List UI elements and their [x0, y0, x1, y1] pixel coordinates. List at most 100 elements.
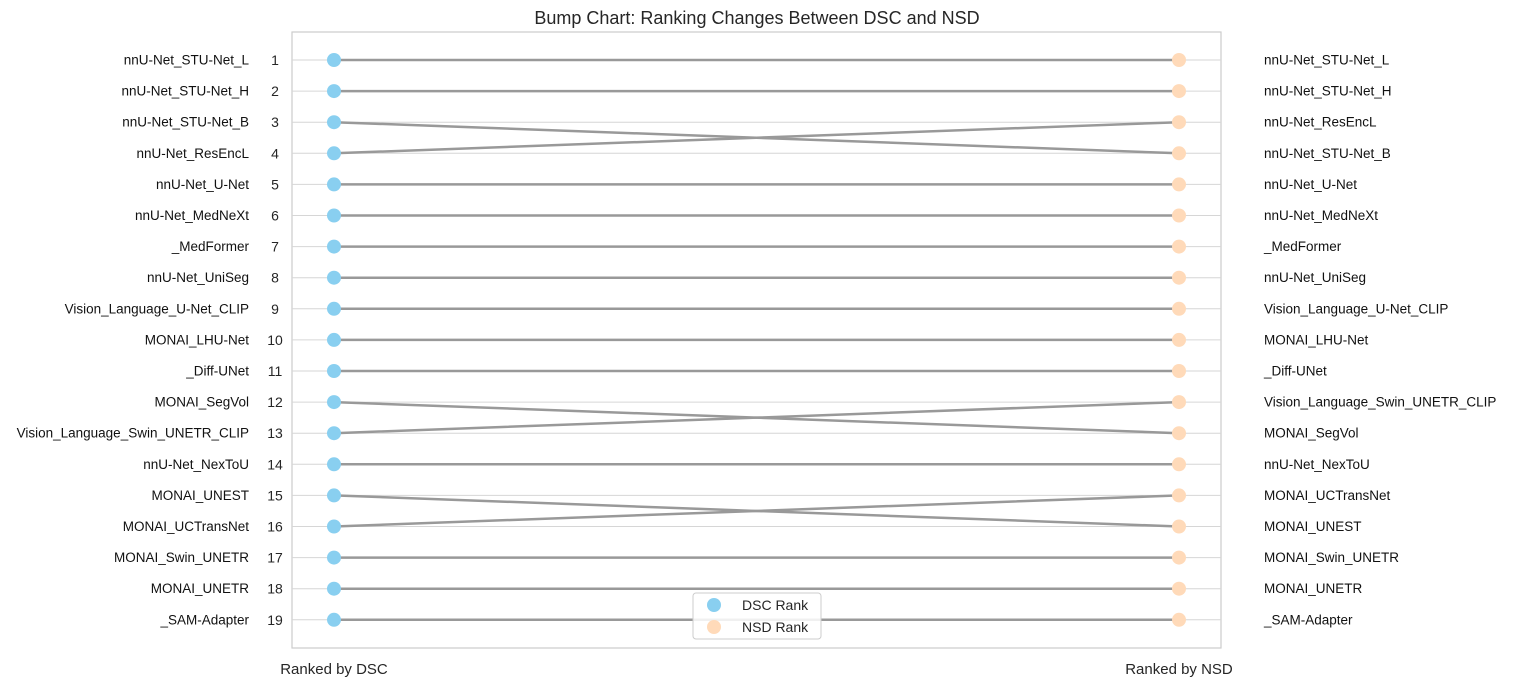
- rank-tick-label: 7: [271, 239, 279, 255]
- dsc-method-label: nnU-Net_STU-Net_H: [121, 84, 249, 99]
- rank-tick-label: 17: [267, 550, 283, 566]
- rank-tick-label: 18: [267, 581, 283, 597]
- dsc-rank-point: [327, 488, 341, 503]
- rank-tick-label: 14: [267, 456, 283, 472]
- nsd-rank-point: [1172, 301, 1186, 316]
- dsc-method-label: MONAI_UNEST: [151, 488, 249, 503]
- rank-tick-label: 5: [271, 176, 279, 192]
- rank-tick-label: 4: [271, 145, 279, 161]
- legend-dsc-marker: [707, 598, 721, 612]
- rank-line: [332, 494, 1181, 528]
- nsd-method-label: nnU-Net_STU-Net_B: [1264, 146, 1391, 161]
- nsd-method-label: MONAI_UNETR: [1264, 581, 1363, 596]
- dsc-method-labels: nnU-Net_STU-Net_L nnU-Net_STU-Net_H nnU-Ne…: [17, 53, 250, 628]
- rank-tick-label: 3: [271, 114, 279, 130]
- nsd-method-label: nnU-Net_STU-Net_L: [1264, 53, 1390, 68]
- nsd-method-label: nnU-Net_ResEncL: [1264, 115, 1377, 130]
- dsc-rank-point: [327, 519, 341, 534]
- legend: DSC Rank NSD Rank: [692, 592, 822, 640]
- nsd-rank-point: [1172, 208, 1186, 223]
- dsc-method-label: nnU-Net_NexToU: [143, 457, 249, 472]
- legend-box: [692, 592, 822, 640]
- rank-tick-label: 13: [267, 425, 283, 441]
- nsd-method-label: MONAI_SegVol: [1264, 426, 1359, 441]
- dsc-rank-point: [327, 115, 341, 130]
- nsd-rank-point: [1172, 270, 1186, 285]
- nsd-method-label: MONAI_LHU-Net: [1264, 332, 1369, 347]
- dsc-method-label: Vision_Language_Swin_UNETR_CLIP: [17, 426, 249, 441]
- nsd-method-label: _Diff-UNet: [1263, 364, 1327, 379]
- x-tick-dsc: Ranked by DSC: [280, 661, 388, 678]
- rank-tick-label: 8: [271, 270, 279, 286]
- rank-tick-label: 2: [271, 83, 279, 99]
- dsc-rank-point: [327, 270, 341, 285]
- nsd-method-label: nnU-Net_STU-Net_H: [1264, 84, 1392, 99]
- nsd-method-label: _SAM-Adapter: [1263, 612, 1353, 627]
- dsc-rank-point: [327, 208, 341, 223]
- nsd-method-label: _MedFormer: [1263, 239, 1342, 254]
- dsc-method-label: Vision_Language_U-Net_CLIP: [65, 301, 249, 316]
- nsd-method-label: MONAI_UCTransNet: [1264, 488, 1391, 503]
- dsc-method-label: nnU-Net_STU-Net_L: [124, 53, 250, 68]
- dsc-rank-point: [327, 581, 341, 596]
- nsd-method-label: Vision_Language_Swin_UNETR_CLIP: [1264, 395, 1496, 410]
- nsd-method-label: nnU-Net_U-Net: [1264, 177, 1357, 192]
- nsd-rank-point: [1172, 84, 1186, 99]
- dsc-method-label: MONAI_LHU-Net: [145, 332, 250, 347]
- dsc-rank-point: [327, 457, 341, 472]
- dsc-method-label: nnU-Net_ResEncL: [136, 146, 249, 161]
- rank-tick-label: 16: [267, 519, 283, 535]
- dsc-rank-point: [327, 84, 341, 99]
- dsc-method-label: nnU-Net_MedNeXt: [135, 208, 249, 223]
- dsc-rank-point: [327, 146, 341, 161]
- dsc-rank-point: [327, 239, 341, 254]
- x-tick-nsd: Ranked by NSD: [1125, 661, 1233, 678]
- legend-dsc-label: DSC Rank: [742, 597, 809, 613]
- nsd-method-label: nnU-Net_UniSeg: [1264, 270, 1366, 285]
- nsd-rank-point: [1172, 395, 1186, 410]
- nsd-rank-point: [1172, 332, 1186, 347]
- nsd-rank-point: [1172, 550, 1186, 565]
- dsc-rank-point: [327, 550, 341, 565]
- dsc-rank-point: [327, 332, 341, 347]
- nsd-method-labels: nnU-Net_STU-Net_L nnU-Net_STU-Net_H nnU-Ne…: [1263, 53, 1496, 628]
- dsc-method-label: MONAI_UNETR: [151, 581, 250, 596]
- nsd-rank-point: [1172, 177, 1186, 192]
- rank-tick-label: 12: [267, 394, 283, 410]
- legend-nsd-label: NSD Rank: [742, 619, 809, 635]
- dsc-rank-point: [327, 177, 341, 192]
- nsd-rank-point: [1172, 488, 1186, 503]
- nsd-rank-point: [1172, 115, 1186, 130]
- nsd-rank-point: [1172, 581, 1186, 596]
- dsc-method-label: nnU-Net_STU-Net_B: [122, 115, 249, 130]
- rank-line: [332, 400, 1181, 435]
- nsd-rank-point: [1172, 239, 1186, 254]
- nsd-rank-point: [1172, 146, 1186, 161]
- rank-tick-label: 15: [267, 487, 283, 503]
- dsc-method-label: _MedFormer: [171, 239, 250, 254]
- nsd-rank-point: [1172, 612, 1186, 627]
- nsd-method-label: MONAI_UNEST: [1264, 519, 1362, 534]
- rank-tick-label: 9: [271, 301, 279, 317]
- nsd-method-label: nnU-Net_NexToU: [1264, 457, 1370, 472]
- chart-title: Bump Chart: Ranking Changes Between DSC …: [534, 8, 979, 28]
- dsc-method-label: nnU-Net_U-Net: [156, 177, 249, 192]
- rank-tick-label: 10: [267, 332, 283, 348]
- dsc-rank-point: [327, 426, 341, 441]
- rank-tick-label: 1: [271, 52, 279, 68]
- nsd-rank-point: [1172, 426, 1186, 441]
- nsd-method-label: MONAI_Swin_UNETR: [1264, 550, 1399, 565]
- nsd-rank-point: [1172, 53, 1186, 67]
- rank-tick-label: 11: [268, 363, 283, 379]
- dsc-method-label: _SAM-Adapter: [159, 612, 249, 627]
- dsc-method-label: MONAI_UCTransNet: [123, 519, 250, 534]
- nsd-rank-point: [1172, 519, 1186, 534]
- nsd-method-label: nnU-Net_MedNeXt: [1264, 208, 1378, 223]
- dsc-rank-point: [327, 53, 341, 67]
- nsd-rank-point: [1172, 457, 1186, 472]
- legend-nsd-marker: [707, 620, 721, 634]
- dsc-rank-point: [327, 612, 341, 627]
- dsc-rank-point: [327, 395, 341, 410]
